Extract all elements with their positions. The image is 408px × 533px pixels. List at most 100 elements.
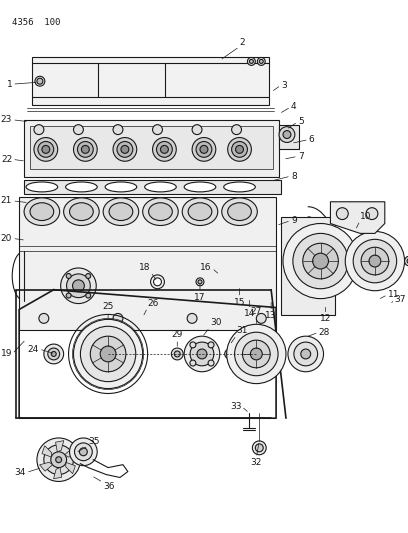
Text: 19: 19 — [1, 350, 12, 359]
Text: 12: 12 — [320, 314, 331, 324]
Circle shape — [187, 313, 197, 324]
Circle shape — [190, 342, 214, 366]
Circle shape — [190, 342, 196, 348]
Circle shape — [160, 146, 169, 154]
Circle shape — [78, 141, 93, 157]
Text: 14: 14 — [244, 310, 255, 319]
Circle shape — [171, 348, 183, 360]
Bar — [32, 58, 269, 105]
Circle shape — [80, 326, 136, 382]
Circle shape — [37, 78, 43, 84]
Bar — [30, 126, 273, 169]
Text: 2: 2 — [239, 38, 245, 46]
Ellipse shape — [228, 203, 251, 221]
Circle shape — [298, 241, 317, 261]
Ellipse shape — [182, 198, 218, 225]
Text: 28: 28 — [319, 328, 330, 337]
Circle shape — [198, 280, 202, 284]
Circle shape — [51, 351, 56, 357]
Circle shape — [157, 141, 172, 157]
Text: 17: 17 — [194, 293, 206, 302]
Text: 36: 36 — [103, 482, 115, 491]
Circle shape — [48, 348, 60, 360]
Ellipse shape — [109, 203, 133, 221]
Text: 37: 37 — [395, 295, 406, 304]
Circle shape — [39, 313, 49, 324]
Circle shape — [228, 138, 251, 161]
Text: 23: 23 — [1, 115, 12, 124]
Circle shape — [227, 351, 232, 357]
Circle shape — [153, 138, 176, 161]
Text: 27: 27 — [251, 308, 262, 317]
Circle shape — [232, 141, 247, 157]
Circle shape — [192, 138, 216, 161]
Text: 18: 18 — [139, 263, 151, 272]
Circle shape — [73, 138, 97, 161]
Text: 31: 31 — [237, 326, 248, 335]
Circle shape — [235, 146, 244, 154]
Circle shape — [208, 342, 214, 348]
Circle shape — [283, 223, 358, 298]
Circle shape — [251, 348, 262, 360]
Ellipse shape — [145, 182, 176, 192]
Text: 30: 30 — [210, 318, 222, 327]
Text: 7: 7 — [298, 152, 304, 161]
Circle shape — [66, 273, 71, 278]
Text: 25: 25 — [102, 302, 114, 311]
Circle shape — [113, 125, 123, 134]
Circle shape — [42, 146, 50, 154]
Text: 4356  100: 4356 100 — [12, 18, 61, 27]
Ellipse shape — [66, 182, 97, 192]
Circle shape — [75, 443, 92, 461]
Circle shape — [73, 125, 83, 134]
Circle shape — [86, 273, 91, 278]
Text: 1: 1 — [7, 79, 12, 88]
Circle shape — [44, 445, 73, 474]
Bar — [24, 180, 281, 194]
Circle shape — [38, 141, 54, 157]
Circle shape — [361, 247, 389, 275]
Text: 9: 9 — [291, 216, 297, 225]
Text: 4: 4 — [291, 102, 297, 111]
Circle shape — [44, 344, 64, 364]
Ellipse shape — [64, 198, 99, 225]
Circle shape — [34, 125, 44, 134]
Circle shape — [196, 141, 212, 157]
Bar — [281, 216, 335, 316]
Bar — [24, 120, 279, 177]
Text: 15: 15 — [234, 297, 245, 306]
Ellipse shape — [143, 198, 178, 225]
Circle shape — [80, 448, 87, 456]
Circle shape — [73, 319, 143, 389]
Bar — [19, 197, 276, 330]
Circle shape — [69, 438, 97, 466]
Circle shape — [35, 76, 45, 86]
Text: 26: 26 — [148, 298, 159, 308]
Circle shape — [37, 438, 80, 481]
Circle shape — [259, 60, 263, 63]
Circle shape — [117, 141, 133, 157]
Circle shape — [256, 313, 266, 324]
Circle shape — [197, 349, 207, 359]
Text: 33: 33 — [230, 402, 242, 411]
Circle shape — [407, 259, 408, 263]
Circle shape — [293, 233, 348, 289]
Polygon shape — [55, 441, 64, 452]
Ellipse shape — [188, 203, 212, 221]
Ellipse shape — [222, 198, 257, 225]
Circle shape — [249, 60, 253, 63]
Text: 5: 5 — [298, 117, 304, 126]
Circle shape — [232, 125, 242, 134]
Text: 11: 11 — [388, 290, 399, 299]
Circle shape — [366, 208, 378, 220]
Circle shape — [82, 146, 89, 154]
Ellipse shape — [149, 203, 172, 221]
Text: 10: 10 — [360, 212, 372, 221]
Text: 24: 24 — [28, 344, 39, 353]
Polygon shape — [53, 467, 62, 479]
Circle shape — [113, 313, 123, 324]
Circle shape — [313, 253, 328, 269]
Ellipse shape — [224, 182, 255, 192]
Bar — [279, 125, 299, 149]
Circle shape — [61, 268, 96, 304]
